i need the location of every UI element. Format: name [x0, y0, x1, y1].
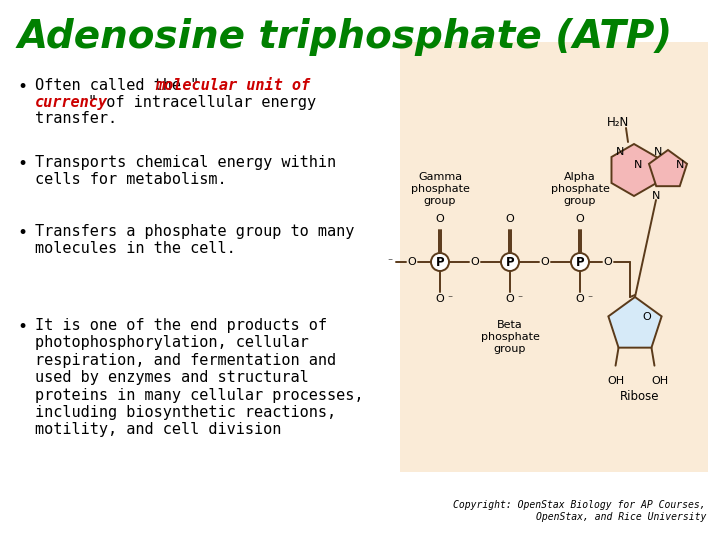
Text: Often called the ": Often called the " — [35, 78, 199, 93]
Text: OH: OH — [651, 376, 668, 386]
Text: O: O — [575, 294, 585, 304]
Text: N: N — [654, 147, 662, 157]
Polygon shape — [611, 144, 657, 196]
Text: P: P — [436, 255, 444, 268]
Text: OH: OH — [607, 376, 624, 386]
Text: •: • — [17, 224, 27, 242]
Polygon shape — [608, 297, 662, 348]
Text: phosphate: phosphate — [480, 332, 539, 342]
Text: O: O — [575, 214, 585, 224]
Text: P: P — [505, 255, 514, 268]
Text: P: P — [576, 255, 585, 268]
Text: group: group — [424, 196, 456, 206]
Text: ⁻: ⁻ — [587, 294, 592, 304]
Text: O: O — [603, 257, 613, 267]
Text: O: O — [436, 294, 444, 304]
Text: •: • — [17, 318, 27, 336]
Text: ⁻: ⁻ — [387, 257, 392, 267]
Text: Alpha: Alpha — [564, 172, 596, 182]
Text: N: N — [634, 160, 642, 170]
Text: " of intracellular energy: " of intracellular energy — [89, 94, 316, 110]
Text: Copyright: OpenStax Biology for AP Courses,
OpenStax, and Rice University: Copyright: OpenStax Biology for AP Cours… — [454, 501, 706, 522]
Text: •: • — [17, 78, 27, 96]
FancyBboxPatch shape — [400, 42, 708, 472]
Text: N: N — [676, 160, 684, 170]
Text: ⁻: ⁻ — [447, 294, 452, 304]
Text: O: O — [471, 257, 480, 267]
Text: O: O — [505, 294, 514, 304]
Text: group: group — [564, 196, 596, 206]
Text: group: group — [494, 344, 526, 354]
Text: transfer.: transfer. — [35, 111, 117, 126]
Text: Transfers a phosphate group to many
molecules in the cell.: Transfers a phosphate group to many mole… — [35, 224, 354, 256]
Text: Transports chemical energy within
cells for metabolism.: Transports chemical energy within cells … — [35, 155, 336, 187]
Text: O: O — [436, 214, 444, 224]
Text: Ribose: Ribose — [620, 390, 660, 403]
Text: O: O — [643, 312, 652, 322]
Text: currency: currency — [35, 94, 108, 110]
Text: phosphate: phosphate — [551, 184, 609, 194]
Text: phosphate: phosphate — [410, 184, 469, 194]
Text: Beta: Beta — [497, 320, 523, 330]
Text: O: O — [541, 257, 549, 267]
Text: N: N — [616, 147, 624, 157]
Text: H₂N: H₂N — [607, 116, 629, 129]
Text: Gamma: Gamma — [418, 172, 462, 182]
Text: O: O — [505, 214, 514, 224]
Text: Adenosine triphosphate (ATP): Adenosine triphosphate (ATP) — [18, 18, 673, 56]
Text: It is one of the end products of
photophosphorylation, cellular
respiration, and: It is one of the end products of photoph… — [35, 318, 364, 437]
Circle shape — [431, 253, 449, 271]
Text: N: N — [652, 191, 660, 201]
Circle shape — [571, 253, 589, 271]
Text: molecular unit of: molecular unit of — [155, 78, 310, 93]
Text: O: O — [408, 257, 416, 267]
Circle shape — [501, 253, 519, 271]
Polygon shape — [649, 150, 687, 186]
Text: ⁻: ⁻ — [517, 294, 522, 304]
Text: •: • — [17, 155, 27, 173]
